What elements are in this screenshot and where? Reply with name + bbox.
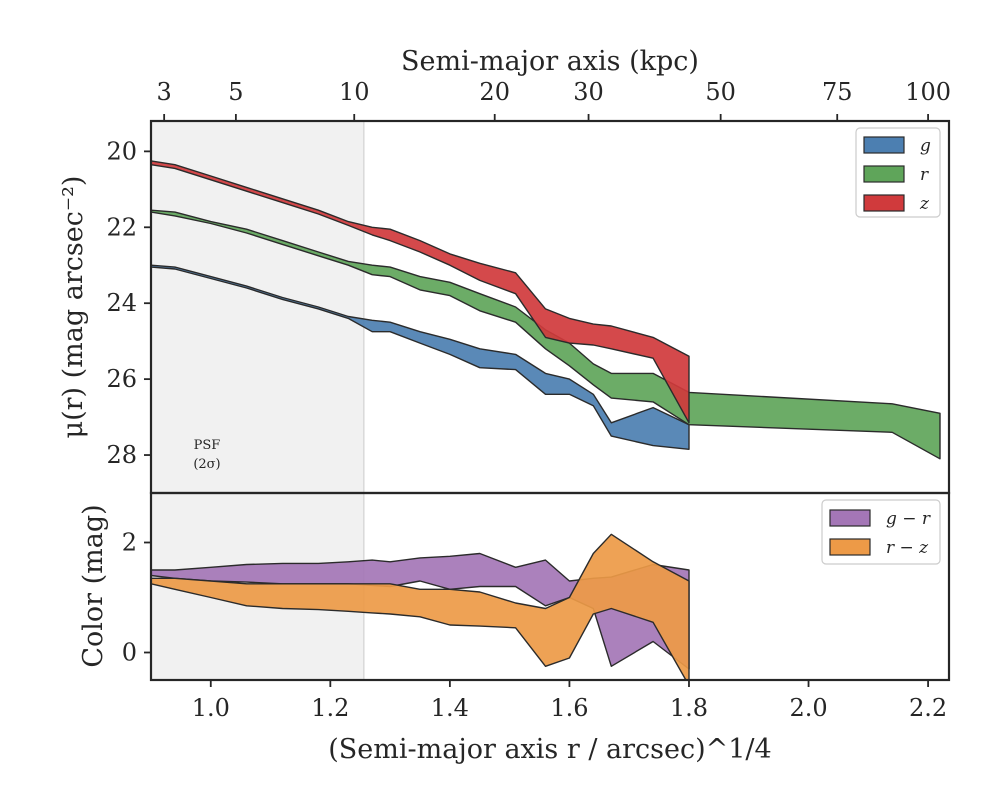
color-bands (151, 533, 690, 680)
y-tick-label-top: 22 (106, 213, 137, 241)
x-tick-label-top: 10 (339, 78, 370, 106)
psf-region-top (151, 121, 364, 493)
y-tick-label-bottom: 0 (122, 639, 137, 667)
psf-label-line1: PSF (194, 438, 221, 453)
y-tick-label-top: 26 (106, 365, 137, 393)
y-tick-label-top: 28 (106, 441, 137, 469)
bottom-panel-frame (149, 491, 951, 682)
x-tick-label-top: 5 (228, 78, 243, 106)
top-x-axis-label: Semi-major axis (kpc) (401, 46, 699, 77)
top-y-axis-label: μ(r) (mag arcsec⁻²) (58, 176, 89, 439)
x-tick-label-top: 75 (822, 78, 853, 106)
psf-label-line2: (2σ) (193, 457, 220, 472)
legend-label-g: g (920, 136, 931, 156)
x-tick-label-bottom: 2.2 (909, 694, 947, 722)
legend-swatch-g (863, 136, 905, 154)
x-tick-label-bottom: 1.6 (550, 694, 588, 722)
legend-label-r-z: r − z (886, 538, 929, 558)
x-tick-label-top: 20 (479, 78, 510, 106)
bottom-legend: g − r r − z (821, 499, 941, 565)
x-tick-label-top: 100 (905, 78, 951, 106)
x-tick-label-top: 30 (573, 78, 604, 106)
legend-label-r: r (920, 165, 929, 185)
legend-swatch-r-z (829, 538, 871, 556)
tick-marks: 20 22 24 26 28 0 2 1.0 1.2 1.4 1.6 1.8 2.0 2.2 3 5 10 20 3… (106, 78, 951, 722)
legend-swatch-r (863, 165, 905, 183)
y-tick-label-top: 24 (106, 289, 137, 317)
x-tick-label-bottom: 1.8 (670, 694, 708, 722)
x-tick-label-bottom: 1.2 (311, 694, 349, 722)
x-tick-label-bottom: 1.4 (431, 694, 469, 722)
bottom-x-axis-label: (Semi-major axis r / arcsec)^1/4 (328, 734, 771, 765)
x-tick-label-bottom: 2.0 (789, 694, 827, 722)
surface-brightness-bands (151, 160, 941, 460)
y-tick-label-top: 20 (106, 137, 137, 165)
series-g-band (151, 264, 690, 450)
legend-swatch-g-r (829, 509, 871, 527)
x-tick-label-top: 3 (157, 78, 172, 106)
legend-label-g-r: g − r (886, 509, 931, 529)
series-r-z-band (151, 533, 690, 680)
x-tick-label-bottom: 1.0 (192, 694, 230, 722)
x-tick-label-top: 50 (705, 78, 736, 106)
legend-label-z: z (919, 194, 930, 214)
bottom-y-axis-label: Color (mag) (78, 504, 109, 667)
legend-swatch-z (863, 194, 905, 212)
y-tick-label-bottom: 2 (122, 529, 137, 557)
series-z-band (151, 160, 690, 424)
top-legend: grz (855, 127, 941, 218)
